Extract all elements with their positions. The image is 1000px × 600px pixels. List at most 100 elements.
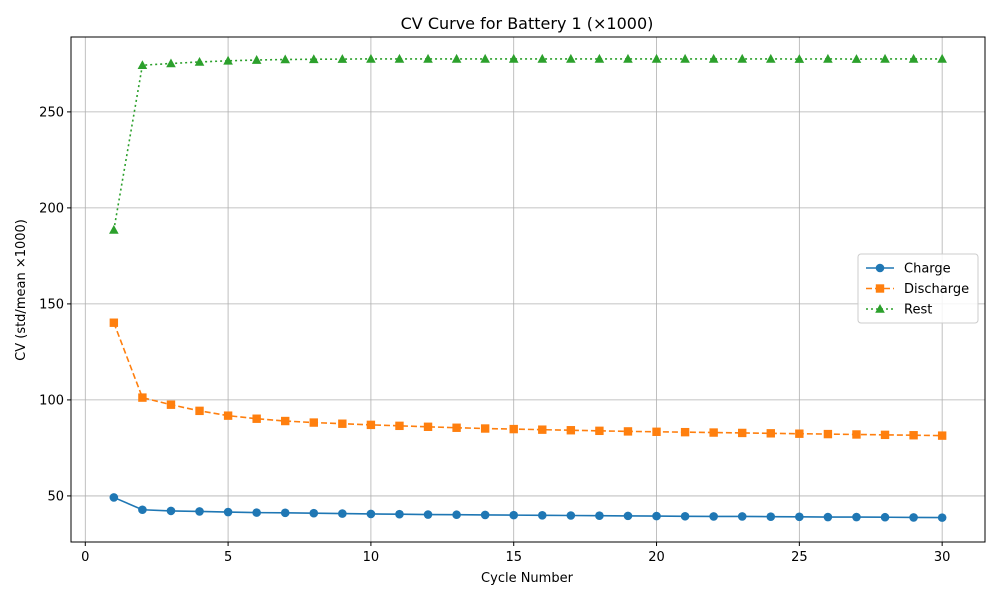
charge-point xyxy=(366,509,376,519)
legend-label: Rest xyxy=(904,303,932,318)
legend-marker xyxy=(875,284,885,293)
discharge-point xyxy=(909,431,918,440)
charge-point xyxy=(909,513,918,522)
rest-point xyxy=(251,55,262,64)
y-axis-title: CV (std/mean ×1000) xyxy=(14,219,29,361)
rest-point xyxy=(480,53,490,63)
rest-point xyxy=(308,54,319,64)
series-charge xyxy=(109,493,947,522)
rest-point xyxy=(537,53,548,63)
discharge-point xyxy=(281,416,290,426)
legend-label: Charge xyxy=(904,262,951,277)
rest-point xyxy=(737,53,748,63)
charge-point xyxy=(595,511,604,520)
rest-point xyxy=(823,53,833,63)
charge-point xyxy=(680,511,690,521)
series-plot-area xyxy=(109,53,947,522)
rest-point xyxy=(937,53,947,63)
legend-marker xyxy=(875,304,885,313)
rest-point xyxy=(880,53,890,63)
x-tick-label: 20 xyxy=(648,550,665,565)
discharge-point xyxy=(538,425,547,434)
discharge-point xyxy=(109,318,119,327)
rest-point xyxy=(394,53,405,63)
discharge-point xyxy=(252,414,261,423)
discharge-point xyxy=(338,419,347,428)
rest-point xyxy=(566,53,576,63)
series-discharge xyxy=(109,318,947,440)
discharge-point xyxy=(795,429,804,438)
rest-point xyxy=(194,56,205,66)
rest-point xyxy=(908,53,919,63)
charge-point xyxy=(852,512,861,522)
rest-point xyxy=(708,53,719,63)
rest-point xyxy=(166,58,176,68)
charge-point xyxy=(652,511,661,521)
rest-point xyxy=(109,224,119,234)
charge-point xyxy=(937,513,947,522)
discharge-point xyxy=(395,421,404,431)
legend-marker xyxy=(875,263,885,273)
discharge-point xyxy=(680,427,690,437)
charge-point xyxy=(709,512,718,521)
discharge-point xyxy=(366,420,376,430)
legend-item-discharge: Discharge xyxy=(866,282,969,297)
charge-point xyxy=(195,507,204,516)
axes: 0 5 10 15 20 25 30 50 100 150 200 250 xyxy=(39,36,986,565)
rest-point xyxy=(280,54,291,64)
discharge-point xyxy=(880,430,890,440)
charge-point xyxy=(138,505,147,515)
discharge-point xyxy=(852,430,861,439)
x-tick-label: 10 xyxy=(363,550,380,565)
discharge-point xyxy=(623,427,633,436)
rest-point xyxy=(337,54,348,63)
rest-point xyxy=(423,53,433,63)
discharge-point xyxy=(566,426,576,435)
y-tick-label: 50 xyxy=(47,489,64,504)
y-tick-label: 150 xyxy=(39,297,64,312)
discharge-point xyxy=(509,424,518,434)
rest-point xyxy=(623,53,633,63)
rest-point xyxy=(594,53,605,63)
charge-point xyxy=(280,508,290,518)
rest-point xyxy=(680,53,690,63)
legend-item-rest: Rest xyxy=(866,303,932,318)
discharge-point xyxy=(595,426,604,436)
discharge-point xyxy=(823,429,833,439)
discharge-point xyxy=(452,423,461,432)
discharge-point xyxy=(480,424,490,433)
discharge-point xyxy=(766,429,775,438)
charge-point xyxy=(309,508,319,518)
charge-point xyxy=(480,510,490,520)
plot-frame xyxy=(70,36,986,543)
discharge-point xyxy=(738,428,747,438)
discharge-line xyxy=(113,322,943,437)
charge-point xyxy=(566,511,576,520)
discharge-point xyxy=(709,428,718,437)
x-tick-label: 30 xyxy=(934,550,951,565)
charge-point xyxy=(537,511,547,520)
charge-point xyxy=(623,511,633,521)
rest-point xyxy=(765,53,776,63)
charge-point xyxy=(395,509,404,519)
discharge-point xyxy=(138,393,147,402)
charge-line xyxy=(113,496,943,519)
rest-point xyxy=(366,53,376,63)
rest-point xyxy=(451,53,462,63)
legend-item-charge: Charge xyxy=(866,262,951,277)
charge-point xyxy=(823,512,833,522)
charge-point xyxy=(109,493,119,502)
charge-point xyxy=(880,512,890,522)
rest-point xyxy=(137,60,148,70)
rest-point xyxy=(508,53,519,63)
series-rest xyxy=(109,53,947,234)
y-tick-label: 250 xyxy=(39,105,64,120)
legend-label: Discharge xyxy=(904,282,969,297)
charge-point xyxy=(737,512,747,521)
charge-point xyxy=(252,508,261,517)
charge-point xyxy=(423,510,433,519)
discharge-point xyxy=(195,406,204,416)
x-tick-label: 25 xyxy=(791,550,808,565)
rest-point xyxy=(223,55,233,65)
